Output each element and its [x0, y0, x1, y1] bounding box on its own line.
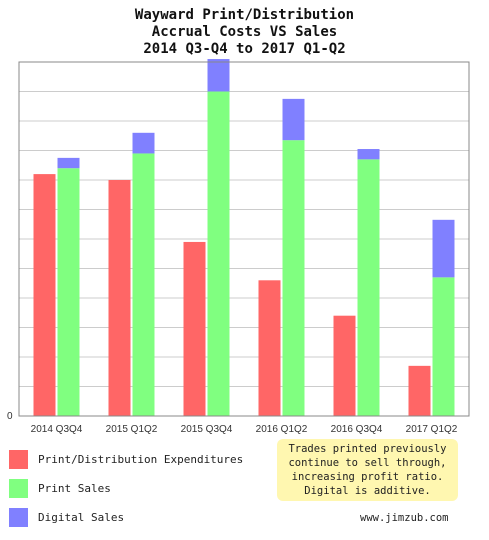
- plot-border: [18, 61, 470, 417]
- note-line-3: increasing profit ratio.: [291, 471, 444, 483]
- bar-print-sales: [207, 91, 230, 416]
- bar-expenditures: [333, 315, 356, 416]
- chart-title-line1: Wayward Print/Distribution: [134, 7, 355, 23]
- bar-expenditures: [108, 180, 131, 416]
- bar-digital-sales: [207, 59, 230, 92]
- chart-plot: 0 2014 Q3Q4 2015 Q1Q2 2015 Q3Q4 2016 Q1Q2 201…: [7, 59, 470, 435]
- legend-label-expenditures: Print/Distribution Expenditures: [38, 452, 244, 466]
- legend-label-print-sales: Print Sales: [38, 481, 111, 495]
- x-tick-label: 2015 Q1Q2: [106, 424, 158, 435]
- x-tick-label: 2017 Q1Q2: [406, 424, 458, 435]
- note-line-4: Digital is additive.: [304, 485, 431, 497]
- legend-label-digital-sales: Digital Sales: [38, 510, 125, 524]
- note-line-1: Trades printed previously: [288, 443, 447, 455]
- bar-print-sales: [357, 159, 380, 416]
- bar-digital-sales: [57, 157, 80, 169]
- x-tick-label: 2015 Q3Q4: [181, 424, 233, 435]
- bar-expenditures: [183, 241, 206, 416]
- axis-labels: 0 2014 Q3Q4 2015 Q1Q2 2015 Q3Q4 2016 Q1Q2 201…: [7, 411, 458, 435]
- bar-expenditures: [258, 280, 281, 416]
- chart-title-line2: Accrual Costs VS Sales: [151, 24, 338, 40]
- y-tick-label: 0: [7, 411, 13, 422]
- bar-print-sales: [57, 168, 80, 416]
- x-tick-label: 2016 Q1Q2: [256, 424, 308, 435]
- legend-swatch-print-sales: [9, 478, 28, 498]
- note-line-2: continue to sell through,: [288, 457, 447, 469]
- bar-print-sales: [282, 140, 305, 417]
- source-url: www.jimzub.com: [360, 512, 449, 524]
- x-tick-label: 2016 Q3Q4: [331, 424, 383, 435]
- bar-expenditures: [33, 174, 56, 416]
- x-tick-label: 2014 Q3Q4: [31, 424, 83, 435]
- bars: [33, 59, 455, 417]
- bar-print-sales: [432, 277, 455, 416]
- bar-print-sales: [132, 153, 155, 416]
- bar-digital-sales: [132, 132, 155, 154]
- bar-digital-sales: [432, 219, 455, 278]
- bar-digital-sales: [357, 149, 380, 160]
- legend-swatch-expenditures: [9, 449, 28, 469]
- legend-swatch-digital-sales: [9, 507, 28, 527]
- annotation-note: Trades printed previously continue to se…: [277, 439, 458, 501]
- bar-digital-sales: [282, 98, 305, 141]
- legend-item-print-sales: Print Sales: [9, 477, 111, 499]
- legend-item-digital-sales: Digital Sales: [9, 506, 124, 528]
- grid-lines: [19, 91, 469, 387]
- legend-item-expenditures: Print/Distribution Expenditures: [9, 448, 243, 470]
- chart-title-line3: 2014 Q3-Q4 to 2017 Q1-Q2: [143, 41, 346, 57]
- bar-expenditures: [408, 365, 431, 416]
